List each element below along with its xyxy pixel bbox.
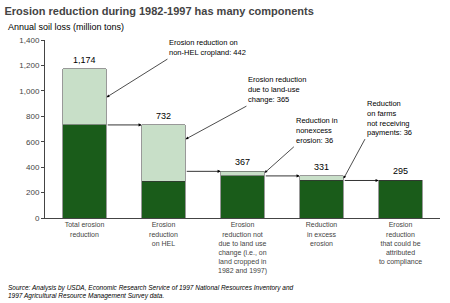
svg-text:400: 400 — [26, 163, 40, 172]
svg-text:367: 367 — [235, 157, 250, 167]
svg-text:Reductionin excesserosion: Reductionin excesserosion — [306, 221, 338, 246]
svg-text:Reductionon farmsnot receiving: Reductionon farmsnot receivingpayments: … — [367, 99, 412, 137]
svg-text:1,400: 1,400 — [19, 36, 40, 45]
svg-text:1,174: 1,174 — [73, 55, 96, 65]
svg-text:Erosion reduction onnon-HEL cr: Erosion reduction onnon-HEL cropland: 44… — [169, 38, 246, 57]
svg-text:Erosion reductiondue to land-u: Erosion reductiondue to land-usechange: … — [248, 75, 306, 104]
svg-text:295: 295 — [393, 166, 408, 176]
svg-text:Total erosionreduction: Total erosionreduction — [65, 221, 105, 237]
svg-text:0: 0 — [35, 214, 40, 223]
svg-text:200: 200 — [26, 188, 40, 197]
svg-text:800: 800 — [26, 112, 40, 121]
svg-text:Erosion reduction during 1982-: Erosion reduction during 1982-1997 has m… — [5, 5, 314, 17]
svg-text:Erosionreductionthat could bea: Erosionreductionthat could beattributedt… — [379, 221, 422, 265]
svg-text:Source: Analysis by USDA, Econ: Source: Analysis by USDA, Economic Resea… — [8, 284, 294, 300]
svg-text:Erosionreductionon HEL: Erosionreductionon HEL — [149, 221, 178, 246]
svg-text:Reduction innonexcesserosion:: Reduction innonexcesserosion: 36 — [296, 116, 338, 145]
svg-text:Annual soil loss (million tons: Annual soil loss (million tons) — [8, 22, 124, 32]
svg-text:732: 732 — [156, 111, 171, 121]
svg-text:600: 600 — [26, 138, 40, 147]
svg-text:Erosionreduction notdue to lan: Erosionreduction notdue to land usechang… — [218, 221, 267, 275]
svg-text:1,000: 1,000 — [19, 87, 40, 96]
svg-text:331: 331 — [314, 162, 329, 172]
svg-text:1,200: 1,200 — [19, 61, 40, 70]
